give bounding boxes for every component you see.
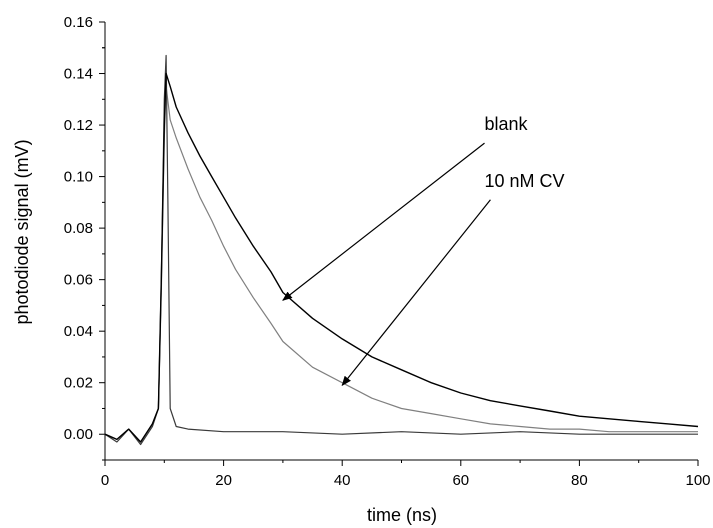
x-tick-label: 20 — [215, 472, 232, 489]
y-tick-label: 0.14 — [64, 66, 93, 83]
x-tick-label: 80 — [571, 472, 588, 489]
y-tick-label: 0.00 — [64, 426, 93, 443]
y-tick-label: 0.06 — [64, 272, 93, 289]
y-tick-label: 0.12 — [64, 117, 93, 134]
x-axis-label: time (ns) — [367, 505, 437, 525]
annotations: blank 10 nM CV — [282, 114, 565, 387]
x-tick-label: 60 — [452, 472, 469, 489]
y-tick-label: 0.16 — [64, 14, 93, 31]
annotation-label: 10 nM CV — [485, 171, 565, 191]
y-axis-label: photodiode signal (mV) — [12, 139, 32, 324]
series-line-3 — [104, 54, 698, 446]
annotation-label: blank — [485, 114, 529, 134]
axes: 0 20 40 60 80 100 0.00 0.02 0.04 0.06 0.08 0.10 0.12… — [64, 14, 711, 489]
x-tick-label: 100 — [685, 472, 710, 489]
y-tick-label: 0.08 — [64, 220, 93, 237]
series-layer — [104, 54, 699, 446]
y-tick-label: 0.10 — [64, 169, 93, 186]
series-line-2 — [104, 85, 698, 443]
y-tick-label: 0.02 — [64, 375, 93, 392]
x-tick-label: 0 — [101, 472, 109, 489]
y-tick-label: 0.04 — [64, 323, 93, 340]
series-line-1 — [104, 72, 699, 443]
annotation-arrow — [282, 142, 485, 301]
x-tick-label: 40 — [334, 472, 351, 489]
annotation-arrow — [341, 199, 491, 387]
